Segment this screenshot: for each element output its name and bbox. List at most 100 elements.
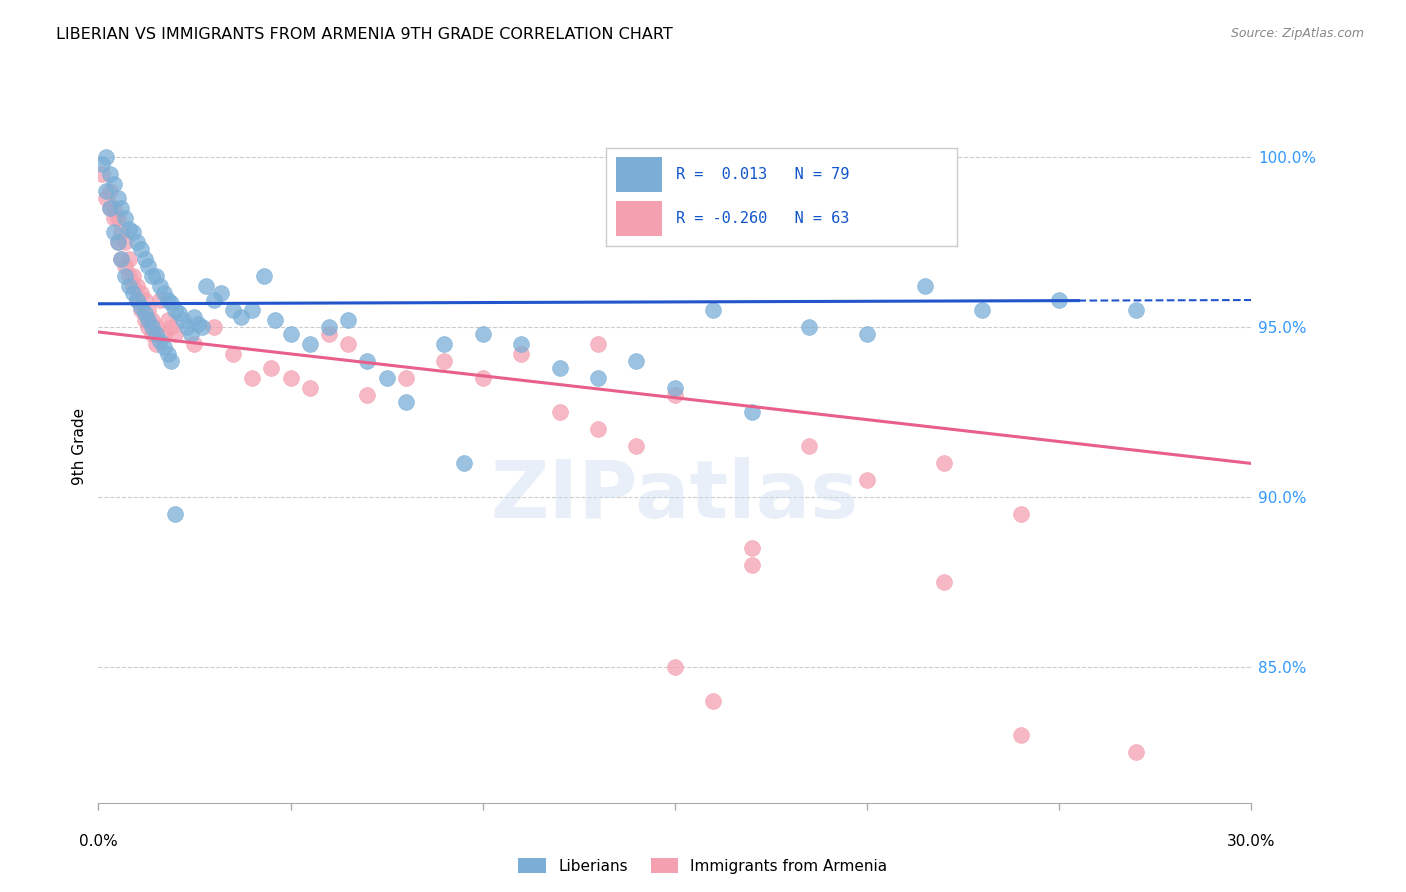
FancyBboxPatch shape: [616, 157, 662, 192]
Point: [114, 211, 136, 226]
Point: [98, 201, 121, 215]
Point: [395, 394, 418, 409]
Text: Source: ZipAtlas.com: Source: ZipAtlas.com: [1230, 27, 1364, 40]
Point: [94, 150, 117, 164]
Point: [156, 347, 179, 361]
Point: [125, 279, 148, 293]
Point: [103, 211, 125, 226]
Point: [856, 326, 879, 341]
Point: [433, 337, 456, 351]
Point: [156, 293, 179, 307]
Point: [586, 422, 609, 436]
Point: [264, 313, 287, 327]
Point: [165, 303, 187, 318]
Point: [253, 269, 276, 284]
Point: [122, 286, 145, 301]
Point: [110, 252, 132, 266]
Point: [209, 286, 232, 301]
Point: [586, 371, 609, 385]
Point: [471, 326, 494, 341]
Text: 0.0%: 0.0%: [79, 834, 118, 849]
Point: [145, 337, 167, 351]
Point: [626, 439, 648, 453]
Point: [260, 360, 283, 375]
Point: [141, 269, 163, 284]
Point: [318, 326, 340, 341]
Point: [103, 178, 125, 192]
Point: [114, 235, 136, 249]
Point: [110, 225, 132, 239]
Point: [118, 279, 141, 293]
Point: [125, 293, 148, 307]
Point: [107, 235, 129, 249]
Point: [145, 320, 167, 334]
Point: [471, 371, 494, 385]
Point: [122, 225, 145, 239]
Point: [375, 371, 398, 385]
Point: [1047, 293, 1070, 307]
Point: [664, 388, 686, 402]
Point: [280, 371, 302, 385]
Point: [548, 360, 571, 375]
Point: [160, 320, 183, 334]
Point: [141, 313, 163, 327]
Point: [741, 405, 763, 419]
Point: [129, 286, 152, 301]
Point: [298, 337, 321, 351]
Text: 30.0%: 30.0%: [1227, 834, 1275, 849]
Point: [167, 306, 190, 320]
Point: [187, 317, 209, 331]
Point: [799, 320, 821, 334]
Point: [165, 507, 187, 521]
Point: [356, 354, 378, 368]
Point: [191, 320, 214, 334]
Point: [114, 269, 136, 284]
Point: [138, 259, 160, 273]
Point: [149, 334, 172, 348]
Point: [134, 306, 156, 320]
Text: LIBERIAN VS IMMIGRANTS FROM ARMENIA 9TH GRADE CORRELATION CHART: LIBERIAN VS IMMIGRANTS FROM ARMENIA 9TH …: [56, 27, 673, 42]
Point: [972, 303, 994, 318]
Text: R =  0.013   N = 79: R = 0.013 N = 79: [676, 167, 849, 182]
Point: [195, 279, 218, 293]
Point: [1125, 303, 1147, 318]
Point: [176, 320, 198, 334]
Point: [122, 269, 145, 284]
Point: [152, 326, 174, 341]
Point: [107, 191, 129, 205]
Point: [98, 167, 121, 181]
Point: [453, 456, 475, 470]
Point: [118, 252, 141, 266]
Point: [229, 310, 252, 324]
Point: [149, 293, 172, 307]
Point: [98, 201, 121, 215]
Point: [664, 660, 686, 674]
Point: [160, 296, 183, 310]
Point: [94, 191, 117, 205]
Point: [741, 558, 763, 572]
Point: [240, 371, 263, 385]
Point: [141, 320, 163, 334]
Point: [183, 310, 205, 324]
Point: [202, 320, 225, 334]
Point: [337, 337, 360, 351]
Point: [129, 300, 152, 314]
Point: [129, 242, 152, 256]
Point: [856, 473, 879, 487]
Point: [138, 320, 160, 334]
Point: [548, 405, 571, 419]
Point: [122, 279, 145, 293]
Point: [138, 313, 160, 327]
Point: [165, 326, 187, 341]
Point: [125, 235, 148, 249]
Point: [91, 157, 114, 171]
Point: [110, 201, 132, 215]
Point: [149, 279, 172, 293]
Point: [1010, 728, 1032, 742]
Point: [202, 293, 225, 307]
Point: [125, 293, 148, 307]
Point: [107, 211, 129, 226]
FancyBboxPatch shape: [616, 201, 662, 236]
Text: ZIPatlas: ZIPatlas: [491, 457, 859, 535]
Point: [118, 269, 141, 284]
